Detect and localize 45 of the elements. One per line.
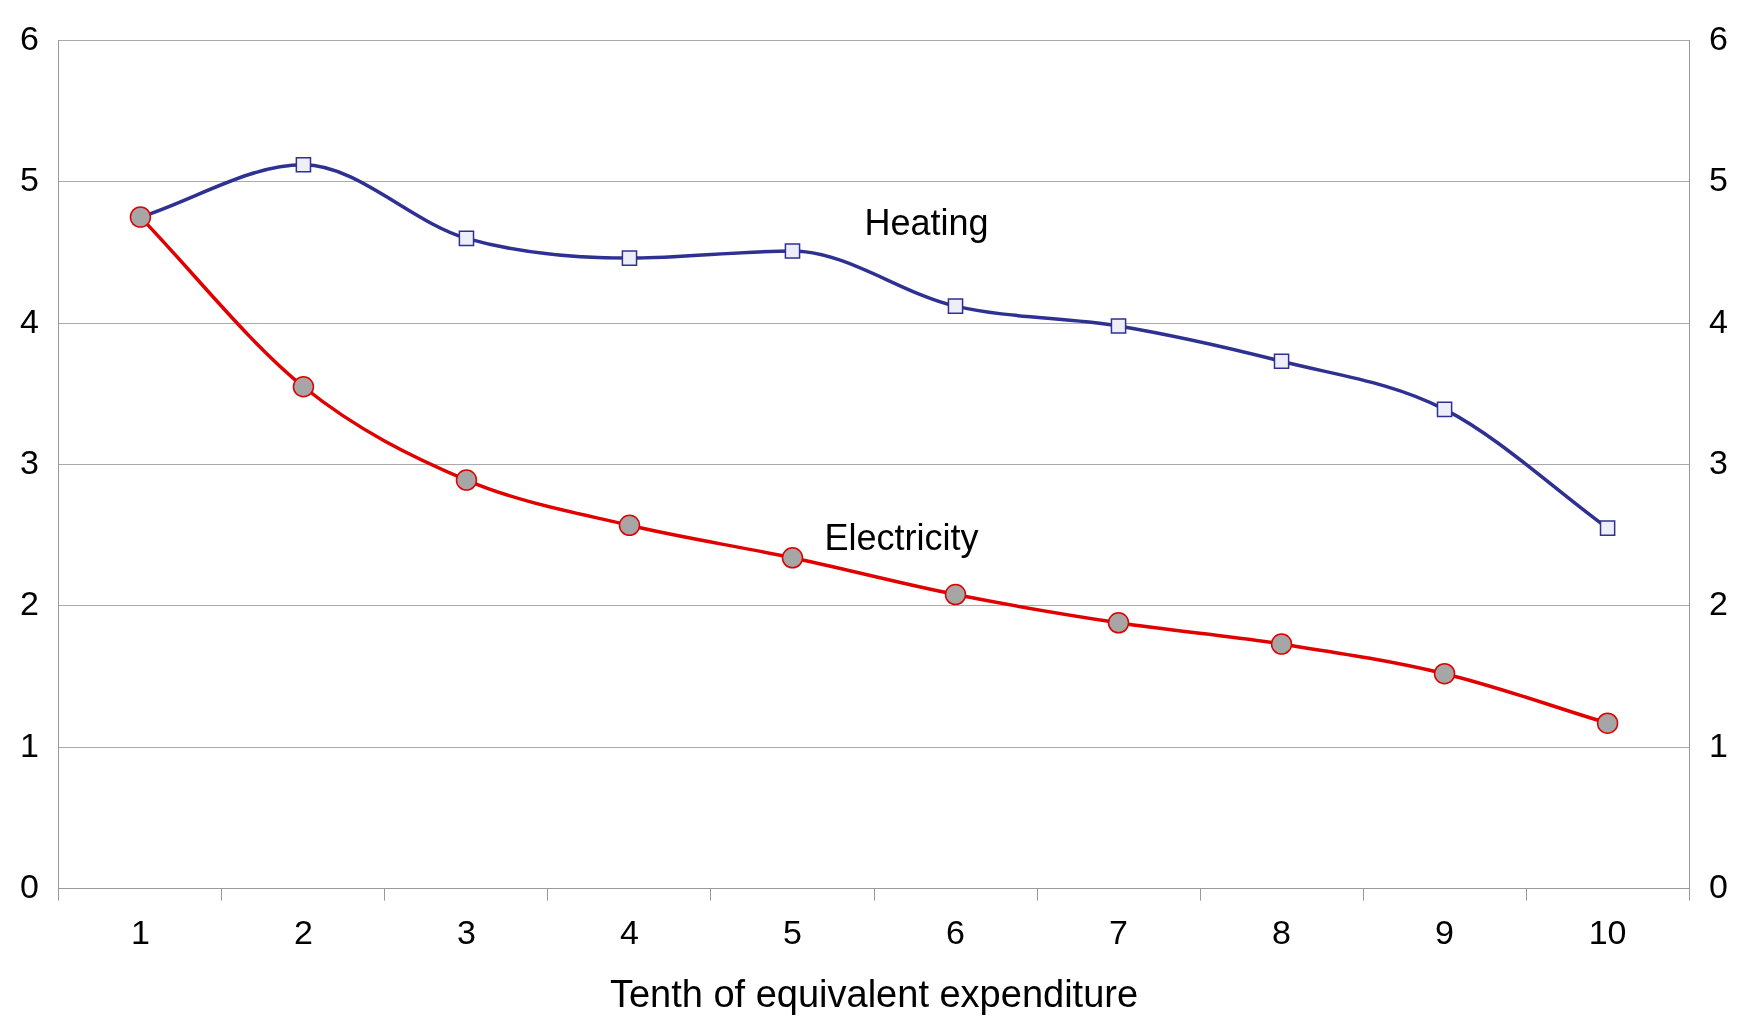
y-tick-label: 6 — [19, 18, 39, 57]
point — [1596, 712, 1619, 734]
y2-tick-label: 3 — [1709, 442, 1729, 481]
y2-tick-label: 6 — [1709, 18, 1729, 57]
x-tick-label: 7 — [1109, 913, 1128, 952]
point — [458, 230, 475, 247]
point — [944, 583, 967, 606]
y2-tick-label: 4 — [1709, 301, 1729, 340]
y-tick-label: 5 — [19, 160, 39, 199]
point — [784, 243, 801, 259]
y2-tick-label: 5 — [1709, 160, 1729, 199]
point — [455, 469, 478, 491]
x-tick-label: 10 — [1588, 913, 1627, 952]
y-tick-label: 0 — [19, 866, 39, 905]
y-tick-label: 2 — [19, 584, 39, 623]
x-axis-title: Tenth of equivalent expenditure — [609, 972, 1139, 1015]
point — [1433, 662, 1456, 685]
point — [618, 514, 641, 537]
point — [1599, 520, 1616, 536]
point — [1110, 318, 1127, 334]
x-tick-label: 1 — [130, 913, 150, 952]
x-tick-label: 2 — [293, 913, 313, 952]
x-tick-label: 3 — [456, 913, 476, 952]
point — [781, 547, 804, 569]
y-tick-label: 4 — [19, 301, 39, 340]
x-tick-label: 6 — [946, 913, 965, 952]
point — [1436, 401, 1453, 418]
point — [295, 156, 312, 173]
series-label: Heating — [864, 201, 989, 243]
y2-tick-label: 2 — [1709, 584, 1729, 623]
x-tick-label: 5 — [783, 913, 802, 952]
y2-tick-label: 0 — [1709, 866, 1729, 905]
y-tick-label: 3 — [19, 442, 39, 481]
point — [1273, 353, 1290, 370]
x-tick-label: 8 — [1272, 913, 1292, 952]
series-label: Electricity — [824, 516, 979, 558]
y-tick-label: 1 — [19, 725, 39, 764]
point — [947, 298, 964, 314]
x-tick-label: 4 — [620, 913, 639, 952]
x-tick-label: 9 — [1435, 913, 1455, 952]
point — [1270, 633, 1293, 655]
point — [1107, 612, 1130, 634]
point — [621, 250, 638, 266]
y2-tick-label: 1 — [1709, 725, 1729, 764]
point — [292, 376, 315, 398]
